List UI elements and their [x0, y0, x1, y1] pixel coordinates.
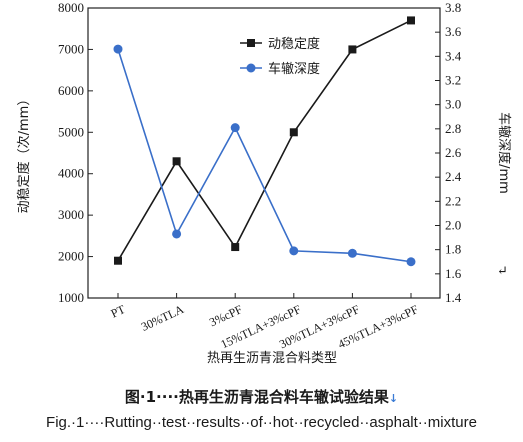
right-tick-label: 3.4 — [445, 48, 462, 63]
rut-depth-line — [117, 48, 412, 263]
rut-depth-point — [289, 246, 299, 256]
left-tick-label: 6000 — [58, 83, 84, 98]
left-tick-label: 3000 — [58, 207, 84, 222]
plot-frame — [87, 7, 441, 299]
right-tick-label: 3.6 — [445, 24, 462, 39]
rut-depth-point — [347, 248, 357, 258]
left-tick-label: 5000 — [58, 124, 84, 139]
stability-line — [117, 19, 412, 262]
legend-label: 动稳定度 — [268, 36, 320, 52]
x-axis-ticks: PT 30%TLA 3%cPF15%TLA+3%cPF30%TLA+3%cPF45%… — [109, 293, 421, 351]
series-layer — [113, 16, 416, 267]
right-tick-label: 2.2 — [445, 193, 461, 208]
rut-depth-point — [172, 229, 182, 239]
figure-caption-chinese: 图·1····热再生沥青混合料车辙试验结果↓ — [0, 386, 523, 407]
stability-point — [348, 45, 357, 54]
left-tick-label: 7000 — [58, 41, 84, 56]
caption-en-text: Fig.·1····Rutting··test··results··of··ho… — [46, 414, 477, 431]
left-tick-label: 8000 — [58, 0, 84, 15]
x-tick-label: 30%TLA — [139, 302, 186, 334]
legend-square-marker — [247, 39, 255, 47]
caption-cn-text: 图·1····热再生沥青混合料车辙试验结果 — [124, 388, 389, 406]
right-axis-ticks: 1.4 1.6 1.8 2.0 2.2 2.4 2.6 2.8 3.0 3.2 3.4 3.6 3.8 — [435, 0, 462, 305]
right-tick-label: 1.6 — [445, 266, 462, 281]
plot-border — [87, 7, 441, 299]
right-tick-label: 2.6 — [445, 145, 462, 160]
stability-point — [114, 256, 122, 265]
figure-caption-english: Fig.·1····Rutting··test··results··of··ho… — [0, 414, 523, 431]
stability-point — [172, 157, 181, 166]
right-tick-label: 2.4 — [445, 169, 462, 184]
paragraph-mark: ↵ — [497, 263, 508, 278]
left-tick-label: 4000 — [58, 166, 84, 181]
stability-point — [231, 243, 240, 252]
right-tick-label: 3.0 — [445, 97, 461, 112]
caption-cn-mark: ↓ — [388, 392, 399, 405]
stability-point — [407, 16, 415, 25]
y-axis-left-label: 动稳定度（次/mm） — [16, 93, 32, 214]
rut-depth-point — [406, 257, 416, 267]
left-tick-label: 1000 — [58, 290, 84, 305]
left-axis-ticks: 1000 2000 3000 4000 5000 6000 7000 8000 — [58, 0, 93, 305]
right-tick-label: 1.8 — [445, 242, 461, 257]
stability-point — [289, 128, 298, 137]
legend-circle-marker — [246, 63, 256, 73]
y-axis-right-label: 车辙深度/mm — [496, 112, 512, 194]
rut-depth-point — [230, 123, 240, 133]
right-tick-label: 3.2 — [445, 73, 461, 88]
x-tick-label: PT — [109, 302, 128, 321]
right-tick-label: 2.8 — [445, 121, 461, 136]
right-tick-label: 2.0 — [445, 218, 461, 233]
rut-depth-point — [113, 44, 123, 54]
legend-label: 车辙深度 — [268, 61, 320, 77]
x-tick-label: 3%cPF — [207, 302, 245, 329]
x-axis-label: 热再生沥青混合料类型 — [207, 351, 337, 366]
right-tick-label: 1.4 — [445, 290, 462, 305]
right-tick-label: 3.8 — [445, 0, 461, 15]
left-tick-label: 2000 — [58, 249, 84, 264]
